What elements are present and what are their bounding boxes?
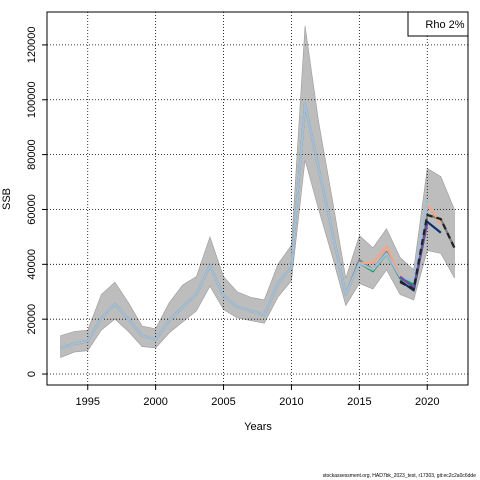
x-tick-label: 2020 (415, 396, 439, 408)
legend-label: Rho 2% (425, 19, 464, 31)
grid-layer (47, 12, 468, 385)
y-tick-label: 60000 (26, 194, 38, 225)
source-caption: stockassessment.org, HAD7bk_2023_test, r… (323, 473, 477, 479)
x-tick-label: 2000 (143, 396, 167, 408)
x-axis-title: Years (244, 421, 272, 433)
y-tick-label: 80000 (26, 139, 38, 170)
y-tick-label: 0 (26, 371, 38, 377)
y-tick-label: 40000 (26, 249, 38, 280)
y-axis-title: SSB (1, 188, 13, 210)
series-line-4 (60, 102, 429, 350)
axis-layer: 1995 2000 2005 2010 2015 2020 0 20000 40000 60000… (26, 27, 440, 408)
series-line-7 (399, 213, 456, 291)
x-tick-label: 2010 (279, 396, 303, 408)
legend-box (407, 11, 469, 37)
confidence-band-layer (60, 25, 455, 359)
x-tick-label: 2005 (211, 396, 235, 408)
y-tick-label: 20000 (26, 304, 38, 335)
x-tick-label: 2015 (347, 396, 371, 408)
x-tick-label: 1995 (75, 396, 99, 408)
series-layer (60, 102, 456, 350)
y-tick-label: 120000 (26, 27, 38, 64)
plot-frame (46, 11, 469, 386)
legend: Rho 2% (407, 11, 469, 37)
confidence-band (60, 25, 455, 359)
y-tick-label: 100000 (26, 81, 38, 118)
